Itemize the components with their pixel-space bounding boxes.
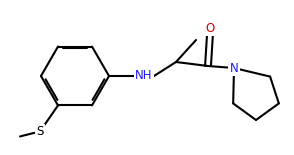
Text: O: O (206, 22, 215, 35)
Text: NH: NH (135, 69, 153, 82)
Text: N: N (230, 62, 238, 75)
Text: S: S (36, 125, 44, 138)
